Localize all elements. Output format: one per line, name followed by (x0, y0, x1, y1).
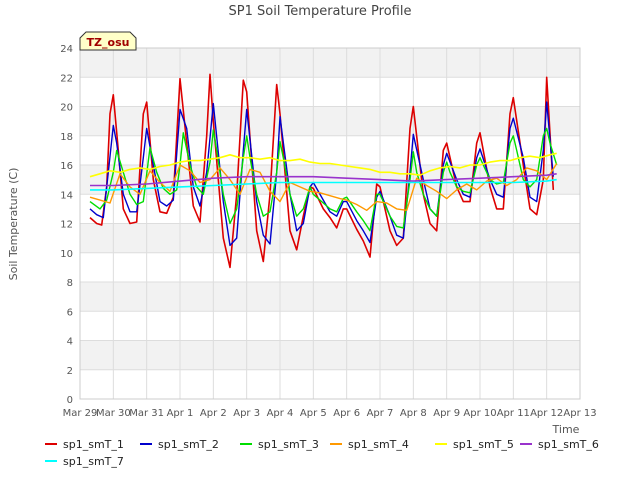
x-tick-label: Apr 5 (300, 408, 327, 419)
x-tick-label: Apr 9 (433, 408, 460, 419)
background-band (80, 106, 580, 136)
x-tick-label: Mar 31 (129, 408, 164, 419)
x-tick-label: Apr 12 (530, 408, 563, 419)
x-tick-label: Apr 4 (267, 408, 294, 419)
legend-item: sp1_smT_7 (45, 455, 124, 468)
y-tick-label: 14 (60, 190, 73, 201)
y-tick-label: 18 (60, 132, 73, 143)
y-tick-label: 4 (67, 337, 73, 348)
series-line-sp1_smT_4 (89, 163, 558, 212)
x-tick-label: Apr 10 (463, 408, 496, 419)
legend-label: sp1_smT_7 (63, 455, 124, 468)
annotation-badge-text: TZ_osu (87, 36, 130, 49)
legend-label: sp1_smT_1 (63, 438, 124, 451)
plot-frame (79, 47, 581, 400)
x-tick-label: Mar 29 (63, 408, 98, 419)
y-tick-label: 22 (60, 73, 73, 84)
y-tick-label: 8 (67, 278, 73, 289)
legend-label: sp1_smT_4 (348, 438, 409, 451)
y-tick-label: 20 (60, 103, 73, 114)
legend: sp1_smT_1 sp1_smT_2 sp1_smT_3 sp1_smT_4 sp1_… (45, 438, 599, 468)
y-tick-label: 16 (60, 161, 73, 172)
legend-item: sp1_smT_2 (140, 438, 219, 451)
legend-item: sp1_smT_5 (435, 438, 514, 451)
x-tick-label: Apr 7 (367, 408, 394, 419)
plot-background-bands (80, 48, 580, 370)
legend-item: sp1_smT_6 (520, 438, 599, 451)
annotation-badge: TZ_osu (79, 31, 137, 51)
background-band (80, 223, 580, 253)
x-tick-label: Apr 1 (167, 408, 194, 419)
legend-item: sp1_smT_1 (45, 438, 124, 451)
background-band (80, 48, 580, 78)
chart-title: SP1 Soil Temperature Profile (229, 4, 412, 19)
x-tick-label: Apr 3 (233, 408, 260, 419)
legend-item: sp1_smT_3 (240, 438, 319, 451)
series-line-sp1_smT_2 (89, 101, 554, 247)
background-band (80, 340, 580, 370)
x-axis-label: Time (552, 423, 580, 436)
x-tick-label: Apr 6 (333, 408, 360, 419)
x-tick-label: Mar 30 (96, 408, 131, 419)
legend-label: sp1_smT_2 (158, 438, 219, 451)
y-axis-label: Soil Temperature (C) (7, 168, 20, 281)
series-lines (89, 73, 558, 269)
x-tick-label: Apr 2 (200, 408, 227, 419)
x-tick-label: Apr 11 (497, 408, 530, 419)
series-line-sp1_smT_5 (89, 152, 557, 178)
background-band (80, 165, 580, 195)
series-line-sp1_smT_7 (90, 178, 557, 191)
legend-label: sp1_smT_5 (453, 438, 514, 451)
x-tick-label: Apr 8 (400, 408, 427, 419)
series-line-sp1_smT_6 (90, 173, 557, 187)
legend-label: sp1_smT_6 (538, 438, 599, 451)
legend-label: sp1_smT_3 (258, 438, 319, 451)
annotation-badge-box (79, 31, 137, 51)
y-tick-label: 6 (67, 307, 73, 318)
y-tick-label: 12 (60, 220, 73, 231)
legend-item: sp1_smT_4 (330, 438, 409, 451)
background-band (80, 282, 580, 312)
x-tick-label: Apr 13 (563, 408, 596, 419)
y-tick-label: 2 (67, 366, 73, 377)
y-tick-label: 0 (67, 395, 73, 406)
y-tick-label: 10 (60, 249, 73, 260)
series-line-sp1_smT_1 (89, 73, 555, 269)
y-tick-label: 24 (60, 44, 73, 55)
